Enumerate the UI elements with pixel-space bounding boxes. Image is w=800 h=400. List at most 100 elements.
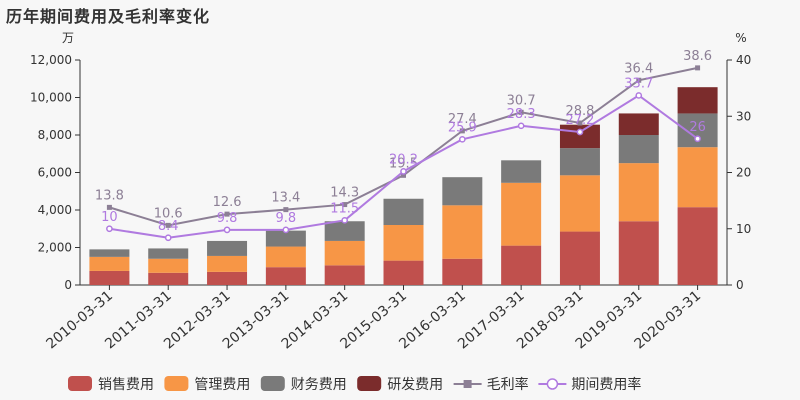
point-毛利率 <box>518 109 524 115</box>
data-label-毛利率: 14.3 <box>330 186 359 201</box>
bar-财务费用 <box>265 230 306 247</box>
legend-marker-期间费用率 <box>546 378 559 390</box>
bar-销售费用 <box>442 258 483 285</box>
y-left-tick-label: 12,000 <box>30 53 72 67</box>
bar-管理费用 <box>677 147 718 208</box>
bar-销售费用 <box>207 271 248 285</box>
bar-管理费用 <box>207 255 248 272</box>
legend-label-研发费用: 研发费用 <box>387 377 443 393</box>
data-label-期间费用率: 25.9 <box>448 120 477 135</box>
bar-销售费用 <box>501 245 542 285</box>
legend-swatch-研发费用 <box>357 376 382 391</box>
y-right-unit: % <box>735 31 746 45</box>
y-left-tick-label: 6,000 <box>38 166 72 180</box>
legend-swatch-销售费用 <box>68 376 92 391</box>
bar-销售费用 <box>148 272 189 285</box>
bar-管理费用 <box>442 205 483 259</box>
point-期间费用率 <box>106 225 113 233</box>
bar-销售费用 <box>559 231 600 285</box>
legend-label-财务费用: 财务费用 <box>291 377 347 393</box>
bar-管理费用 <box>324 240 365 266</box>
point-期间费用率 <box>576 128 584 136</box>
data-label-期间费用率: 9.8 <box>217 211 238 226</box>
point-期间费用率 <box>341 216 349 224</box>
data-label-期间费用率: 9.8 <box>276 211 297 226</box>
legend-swatch-财务费用 <box>260 376 285 391</box>
bar-研发费用 <box>559 124 600 149</box>
data-label-毛利率: 13.4 <box>271 191 300 206</box>
y-right-tick-label: 0 <box>736 278 744 292</box>
point-毛利率 <box>459 128 465 134</box>
point-毛利率 <box>283 207 289 213</box>
data-label-毛利率: 27.4 <box>448 112 477 127</box>
legend-label-毛利率: 毛利率 <box>487 376 529 393</box>
legend-label-期间费用率: 期间费用率 <box>571 376 641 393</box>
bar-管理费用 <box>501 182 542 246</box>
bar-财务费用 <box>442 177 483 206</box>
data-label-期间费用率: 11.5 <box>330 201 359 216</box>
y-left-tick-label: 2,000 <box>38 241 72 255</box>
y-left-unit: 万 <box>62 31 74 45</box>
data-label-期间费用率: 33.7 <box>624 76 653 91</box>
legend-label-销售费用: 销售费用 <box>98 377 154 393</box>
data-label-毛利率: 28.8 <box>565 104 594 119</box>
point-期间费用率 <box>694 135 701 143</box>
bar-财务费用 <box>501 160 542 183</box>
y-right-tick-label: 20 <box>736 166 751 180</box>
bar-管理费用 <box>383 225 424 261</box>
data-label-毛利率: 10.6 <box>154 206 183 221</box>
bar-财务费用 <box>383 198 424 225</box>
data-label-期间费用率: 27.2 <box>565 113 594 128</box>
bar-管理费用 <box>618 163 659 222</box>
bar-财务费用 <box>559 148 600 176</box>
data-label-期间费用率: 28.3 <box>507 107 536 122</box>
data-label-期间费用率: 26 <box>689 120 706 135</box>
legend-label-管理费用: 管理费用 <box>194 377 250 393</box>
bar-管理费用 <box>148 258 189 273</box>
data-label-毛利率: 30.7 <box>507 93 536 108</box>
chart-title: 历年期间费用及毛利率变化 <box>6 7 211 26</box>
point-毛利率 <box>165 222 171 228</box>
bar-研发费用 <box>618 113 659 135</box>
data-label-毛利率: 36.4 <box>624 61 653 76</box>
legend-marker-毛利率 <box>463 380 472 388</box>
data-label-毛利率: 12.6 <box>213 195 242 210</box>
bar-销售费用 <box>677 207 718 285</box>
point-毛利率 <box>636 77 642 83</box>
data-label-期间费用率: 8.4 <box>158 219 179 234</box>
bar-管理费用 <box>559 175 600 232</box>
point-期间费用率 <box>400 168 407 175</box>
y-right-tick-label: 40 <box>736 53 751 67</box>
y-right-tick-label: 10 <box>736 222 751 236</box>
data-label-期间费用率: 10 <box>101 210 118 225</box>
data-label-期间费用率: 20.2 <box>389 152 418 167</box>
point-期间费用率 <box>223 226 231 234</box>
point-毛利率 <box>342 202 348 208</box>
y-left-tick-label: 8,000 <box>38 128 72 142</box>
bar-财务费用 <box>618 135 659 164</box>
legend-swatch-管理费用 <box>164 376 189 391</box>
bar-财务费用 <box>324 221 365 241</box>
point-毛利率 <box>224 211 230 217</box>
data-label-毛利率: 38.6 <box>683 49 712 64</box>
point-期间费用率 <box>282 226 290 234</box>
data-label-毛利率: 13.8 <box>95 188 124 203</box>
bar-销售费用 <box>383 260 424 285</box>
y-left-tick-label: 10,000 <box>30 91 72 105</box>
point-期间费用率 <box>164 234 172 242</box>
point-毛利率 <box>106 204 112 210</box>
bar-管理费用 <box>89 256 130 271</box>
point-毛利率 <box>577 120 583 126</box>
bar-财务费用 <box>89 249 130 257</box>
bar-销售费用 <box>618 221 659 285</box>
y-left-tick-label: 4,000 <box>38 203 72 217</box>
point-期间费用率 <box>458 135 466 143</box>
point-期间费用率 <box>635 92 643 99</box>
bar-财务费用 <box>148 248 189 259</box>
bar-管理费用 <box>265 246 306 268</box>
y-left-tick-label: 0 <box>64 278 72 292</box>
point-毛利率 <box>401 172 406 178</box>
bar-销售费用 <box>89 270 130 285</box>
